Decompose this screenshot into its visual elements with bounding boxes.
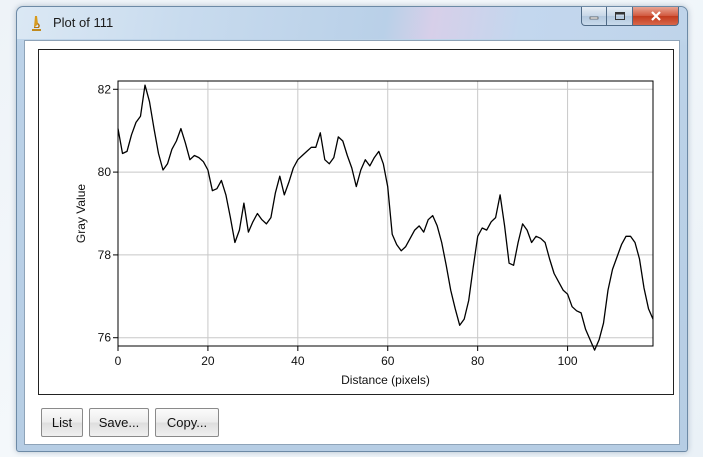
profile-plot[interactable]: 0 20 40 60 80 100 76 78 80 82 Distance (pixels) Gra… xyxy=(39,50,673,394)
save-button[interactable]: Save... xyxy=(89,408,149,437)
x-tick-label: 20 xyxy=(201,354,215,368)
list-button[interactable]: List xyxy=(41,408,83,437)
window-title: Plot of 111 xyxy=(53,15,114,30)
x-tick-label: 0 xyxy=(115,354,122,368)
y-tick-label: 76 xyxy=(98,331,112,345)
minimize-icon xyxy=(589,16,599,20)
y-axis-label: Gray Value xyxy=(74,184,88,243)
y-tick-label: 78 xyxy=(98,248,112,262)
button-row: List Save... Copy... xyxy=(41,408,219,437)
series-line xyxy=(117,84,654,351)
plot-frame: 0 20 40 60 80 100 76 78 80 82 Distance (pixels) Gra… xyxy=(38,49,674,395)
title-bar[interactable]: Plot of 111 xyxy=(17,7,687,39)
close-button[interactable] xyxy=(633,7,679,26)
x-tick-label: 80 xyxy=(471,354,485,368)
plot-axes-box xyxy=(117,80,654,347)
minimize-button[interactable] xyxy=(581,7,607,26)
x-tick-label: 100 xyxy=(558,354,578,368)
maximize-button[interactable] xyxy=(607,7,633,26)
plot-window: Plot of 111 0 20 40 60 80 100 76 78 80 82 Distance… xyxy=(16,6,688,452)
y-tick-label: 80 xyxy=(98,165,112,179)
copy-button[interactable]: Copy... xyxy=(155,408,219,437)
x-axis-label: Distance (pixels) xyxy=(341,373,430,387)
x-tick-label: 40 xyxy=(291,354,305,368)
y-tick-label: 82 xyxy=(98,82,112,96)
window-controls xyxy=(581,7,679,27)
x-tick-label: 60 xyxy=(381,354,395,368)
close-icon xyxy=(650,11,661,21)
maximize-icon xyxy=(614,12,625,20)
imagej-microscope-icon xyxy=(32,16,41,31)
plot-client-area: 0 20 40 60 80 100 76 78 80 82 Distance (pixels) Gra… xyxy=(24,40,680,445)
